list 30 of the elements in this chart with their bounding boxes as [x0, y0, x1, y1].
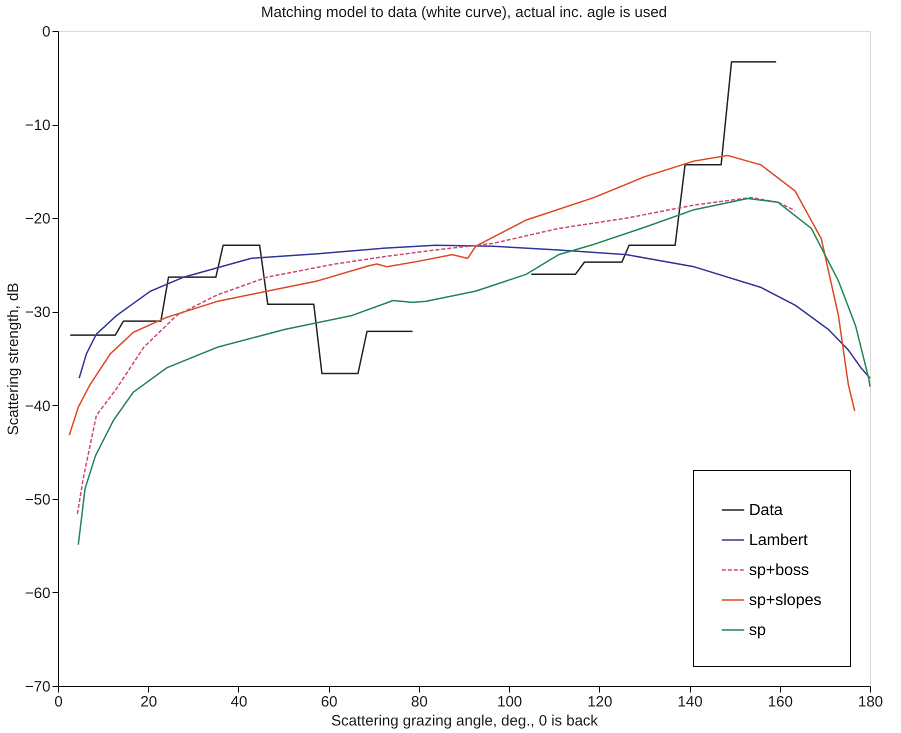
x-tick-label: 120	[587, 694, 612, 710]
y-tick-label: −50	[25, 491, 50, 508]
x-axis-title: Scattering grazing angle, deg., 0 is back	[331, 712, 598, 730]
legend-label: Lambert	[749, 532, 808, 549]
y-tick-label: −30	[25, 304, 50, 322]
x-tick-label: 160	[768, 694, 793, 710]
y-axis-title: Scattering strength, dB	[5, 282, 22, 436]
line-series	[68, 154, 856, 436]
y-tick-label: 0	[42, 24, 50, 40]
x-tick-label: 100	[497, 694, 522, 710]
x-tick-label: 140	[678, 694, 703, 710]
line-series	[78, 198, 871, 546]
x-tick-label: 20	[140, 694, 158, 710]
x-tick-label: 60	[320, 694, 338, 710]
y-tick-label: −10	[25, 117, 50, 134]
x-tick-label: 40	[230, 694, 248, 710]
y-tick-label: −70	[25, 678, 50, 696]
line-series	[76, 196, 796, 515]
x-tick-label: 80	[411, 694, 428, 710]
y-tick-label: −60	[25, 584, 50, 602]
chart-title: Matching model to data (white curve), actual inc. agle is used	[260, 4, 668, 21]
legend-label: sp+slopes	[749, 592, 822, 609]
legend-label: Data	[749, 502, 783, 519]
y-tick-label: −40	[25, 398, 50, 415]
legend-label: sp+boss	[749, 562, 810, 579]
legend-label: sp	[749, 622, 766, 639]
x-tick-label: 0	[54, 694, 63, 710]
y-tick-label: −20	[25, 210, 50, 228]
x-tick-label: 180	[858, 694, 884, 710]
line-series	[78, 244, 871, 379]
